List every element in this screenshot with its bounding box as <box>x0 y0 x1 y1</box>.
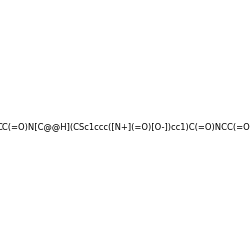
Text: CC(=O)N[C@@H](CSc1ccc([N+](=O)[O-])cc1)C(=O)NCC(=O)O: CC(=O)N[C@@H](CSc1ccc([N+](=O)[O-])cc1)C… <box>0 122 250 131</box>
